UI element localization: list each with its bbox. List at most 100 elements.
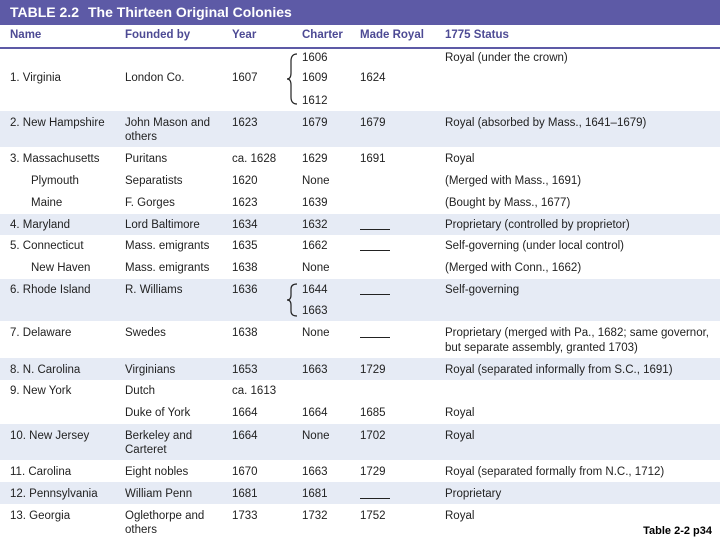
- colony-name: 10. New Jersey: [10, 430, 90, 442]
- colony-name: 7. Delaware: [10, 327, 72, 339]
- blank-line: [360, 498, 390, 499]
- status-1775: Proprietary: [445, 488, 502, 500]
- year-founded: 1733: [232, 510, 258, 522]
- charter-year: 1609: [302, 72, 328, 84]
- colony-name: 4. Maryland: [10, 219, 71, 231]
- colony-name: 9. New York: [10, 385, 72, 397]
- founded-by: Dutch: [125, 385, 156, 397]
- founded-by: Puritans: [125, 153, 168, 165]
- charter-year: 1664: [302, 407, 328, 419]
- charter-year: None: [302, 430, 330, 442]
- blank-line: [360, 229, 390, 230]
- status-1775: Self-governing: [445, 284, 520, 296]
- founded-by: John Mason and others: [125, 117, 211, 143]
- status-1775: Royal: [445, 407, 475, 419]
- colony-name: New Haven: [31, 262, 91, 274]
- year-founded: ca. 1613: [232, 385, 277, 397]
- table-row: 6. Rhode Island R. Williams 1636 1644 16…: [0, 279, 720, 321]
- table-title: The Thirteen Original Colonies: [88, 4, 292, 20]
- charter-year: None: [302, 262, 330, 274]
- colony-name: 11. Carolina: [10, 466, 72, 478]
- year-founded: 1653: [232, 364, 258, 376]
- status-1775: (Bought by Mass., 1677): [445, 197, 571, 209]
- year-founded: 1638: [232, 262, 258, 274]
- header-name: Name: [10, 29, 42, 41]
- colony-name: 12. Pennsylvania: [10, 488, 98, 500]
- founded-by: F. Gorges: [125, 197, 175, 209]
- status-1775: Royal (separated informally from S.C., 1…: [445, 364, 673, 376]
- table-row: 10. New Jersey Berkeley and Carteret 166…: [0, 424, 720, 460]
- made-royal: 1752: [360, 510, 386, 522]
- colony-name: 13. Georgia: [10, 510, 71, 522]
- charter-year: 1663: [302, 305, 328, 317]
- table-title-bar: TABLE 2.2 The Thirteen Original Colonies: [0, 0, 720, 25]
- brace-icon: [287, 53, 298, 105]
- charter-year: 1732: [302, 510, 328, 522]
- year-founded: 1607: [232, 72, 258, 84]
- charter-year: 1662: [302, 240, 328, 252]
- table-row: 12. Pennsylvania William Penn 1681 1681 …: [0, 482, 720, 504]
- charter-year: None: [302, 327, 330, 339]
- founded-by: William Penn: [125, 488, 193, 500]
- founded-by: Mass. emigrants: [125, 240, 210, 252]
- founded-by: Oglethorpe and others: [125, 510, 205, 536]
- year-founded: 1638: [232, 327, 258, 339]
- founded-by: Separatists: [125, 175, 183, 187]
- charter-year: 1663: [302, 466, 328, 478]
- made-royal: 1679: [360, 117, 386, 129]
- made-royal: 1729: [360, 466, 386, 478]
- header-year: Year: [232, 29, 257, 41]
- colony-name: 3. Massachusetts: [10, 153, 100, 165]
- colony-name: Maine: [31, 197, 63, 209]
- table-row: 13. Georgia Oglethorpe and others 1733 1…: [0, 504, 720, 540]
- founded-by: Swedes: [125, 327, 166, 339]
- table-row: 1. Virginia London Co. 1607 1606 1609 16…: [0, 49, 720, 111]
- made-royal: 1729: [360, 364, 386, 376]
- charter-year: 1606: [302, 52, 328, 64]
- year-founded: 1623: [232, 117, 258, 129]
- status-1775: Royal: [445, 153, 475, 165]
- made-royal: 1691: [360, 153, 386, 165]
- made-royal: 1685: [360, 407, 386, 419]
- header-royal: Made Royal: [360, 29, 424, 41]
- status-1775: Royal (under the crown): [445, 52, 568, 64]
- table-row: 7. Delaware Swedes 1638 None Proprietary…: [0, 321, 720, 358]
- charter-year: 1612: [302, 95, 328, 107]
- status-1775: Royal (absorbed by Mass., 1641–1679): [445, 117, 647, 129]
- year-founded: 1634: [232, 219, 258, 231]
- header-charter: Charter: [302, 29, 343, 41]
- table-row: 9. New York Dutch ca. 1613 Duke of York …: [0, 380, 720, 424]
- charter-year: None: [302, 175, 330, 187]
- made-royal: 1624: [360, 72, 386, 84]
- charter-year: 1663: [302, 364, 328, 376]
- made-royal: 1702: [360, 430, 386, 442]
- founded-by: Berkeley and Carteret: [125, 430, 193, 456]
- header-founded: Founded by: [125, 29, 191, 41]
- founded-by: London Co.: [125, 72, 185, 84]
- column-header-row: Name Founded by Year Charter Made Royal …: [0, 25, 720, 49]
- year-founded: 1635: [232, 240, 258, 252]
- year-founded: 1664: [232, 407, 258, 419]
- table-row: 8. N. Carolina Virginians 1653 1663 1729…: [0, 358, 720, 380]
- colony-name: 6. Rhode Island: [10, 284, 91, 296]
- status-1775: (Merged with Mass., 1691): [445, 175, 582, 187]
- colony-name: 1. Virginia: [10, 72, 61, 84]
- charter-year: 1629: [302, 153, 328, 165]
- charter-year: 1632: [302, 219, 328, 231]
- blank-line: [360, 337, 390, 338]
- table-row: 4. Maryland Lord Baltimore 1634 1632 Pro…: [0, 214, 720, 235]
- table-number: TABLE 2.2: [10, 4, 79, 20]
- status-1775: Proprietary (controlled by proprietor): [445, 219, 630, 231]
- year-founded: 1664: [232, 430, 258, 442]
- founded-by: Virginians: [125, 364, 176, 376]
- blank-line: [360, 294, 390, 295]
- table-row: 5. Connecticut Mass. emigrants 1635 1662…: [0, 235, 720, 279]
- status-1775: (Merged with Conn., 1662): [445, 262, 582, 274]
- charter-year: 1679: [302, 117, 328, 129]
- charter-year: 1644: [302, 284, 328, 296]
- year-founded: ca. 1628: [232, 153, 277, 165]
- status-1775: Royal: [445, 430, 475, 442]
- founded-by: Eight nobles: [125, 466, 189, 478]
- blank-line: [360, 250, 390, 251]
- year-founded: 1636: [232, 284, 258, 296]
